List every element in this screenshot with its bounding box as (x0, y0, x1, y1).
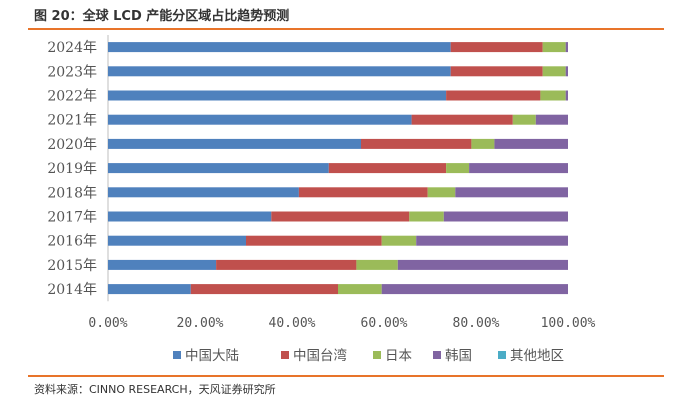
category-label: 2021年 (47, 113, 97, 129)
bar-segment-3 (356, 259, 398, 270)
category-label: 2018年 (47, 185, 97, 201)
x-tick-label: 60.00% (361, 316, 408, 331)
top-divider (28, 28, 664, 30)
x-tick-label: 100.00% (541, 316, 596, 331)
x-tick-label: 80.00% (453, 316, 500, 331)
bar-segment-3 (409, 211, 444, 222)
x-tick-label: 0.00% (88, 316, 127, 331)
bar-segment-2 (411, 114, 513, 125)
category-label: 2017年 (47, 210, 97, 226)
source-note: 资料来源：CINNO RESEARCH，天风证券研究所 (34, 383, 276, 396)
bar-segment-1 (108, 42, 451, 53)
legend-label: 中国大陆 (185, 348, 239, 364)
bar-segment-3 (338, 284, 382, 295)
bar-segment-2 (216, 259, 357, 270)
bar-segment-4 (455, 187, 568, 198)
bar-segment-3 (542, 42, 566, 53)
bar-segment-1 (108, 235, 246, 246)
category-label: 2024年 (47, 40, 97, 56)
bar-segment-2 (450, 42, 543, 53)
bar-segment-4 (565, 42, 568, 53)
bar-segment-4 (494, 138, 568, 149)
legend-label: 韩国 (445, 348, 472, 364)
legend-label: 其他地区 (510, 348, 564, 364)
figure-title: 图 20：全球 LCD 产能分区域占比趋势预测 (34, 9, 290, 24)
category-label: 2020年 (47, 137, 97, 153)
bar-segment-2 (190, 284, 338, 295)
legend-label: 日本 (385, 348, 412, 364)
category-label: 2014年 (47, 282, 97, 298)
category-label: 2022年 (47, 89, 97, 105)
bar-segment-2 (361, 138, 472, 149)
bar-segment-1 (108, 163, 329, 174)
bar-segment-1 (108, 187, 299, 198)
bar-segment-4 (535, 114, 568, 125)
bottom-divider (28, 375, 664, 377)
bar-segment-4 (565, 90, 568, 101)
legend-swatch (173, 351, 181, 359)
legend-swatch (281, 351, 289, 359)
x-tick-label: 20.00% (177, 316, 224, 331)
bar-segment-1 (108, 114, 412, 125)
bar-segment-2 (446, 90, 541, 101)
bar-segment-3 (512, 114, 536, 125)
bar-segment-4 (397, 259, 568, 270)
bar-segment-3 (446, 163, 470, 174)
category-label: 2023年 (47, 64, 97, 80)
bar-segment-2 (328, 163, 447, 174)
bar-segment-3 (542, 66, 566, 77)
bar-segment-1 (108, 90, 447, 101)
bar-segment-4 (443, 211, 568, 222)
bar-segment-4 (469, 163, 568, 174)
category-label: 2015年 (47, 258, 97, 274)
bar-segment-3 (427, 187, 456, 198)
bar-segment-1 (108, 66, 451, 77)
bar-segment-2 (450, 66, 543, 77)
bar-segment-1 (108, 138, 361, 149)
bar-segment-3 (471, 138, 495, 149)
bar-segment-3 (540, 90, 566, 101)
bar-segment-4 (565, 66, 568, 77)
bar-segment-4 (381, 284, 568, 295)
legend-swatch (373, 351, 381, 359)
legend-label: 中国台湾 (293, 347, 347, 364)
bar-segment-2 (246, 235, 382, 246)
bar-segment-1 (108, 211, 272, 222)
category-label: 2019年 (47, 161, 97, 177)
legend-swatch (433, 351, 441, 359)
x-tick-label: 40.00% (269, 316, 316, 331)
category-label: 2016年 (47, 234, 97, 250)
bar-segment-1 (108, 259, 217, 270)
bar-segment-1 (108, 284, 191, 295)
bar-segment-2 (298, 187, 428, 198)
bar-segment-3 (381, 235, 417, 246)
bar-segment-4 (416, 235, 568, 246)
legend-swatch (498, 351, 506, 359)
bar-segment-2 (271, 211, 410, 222)
